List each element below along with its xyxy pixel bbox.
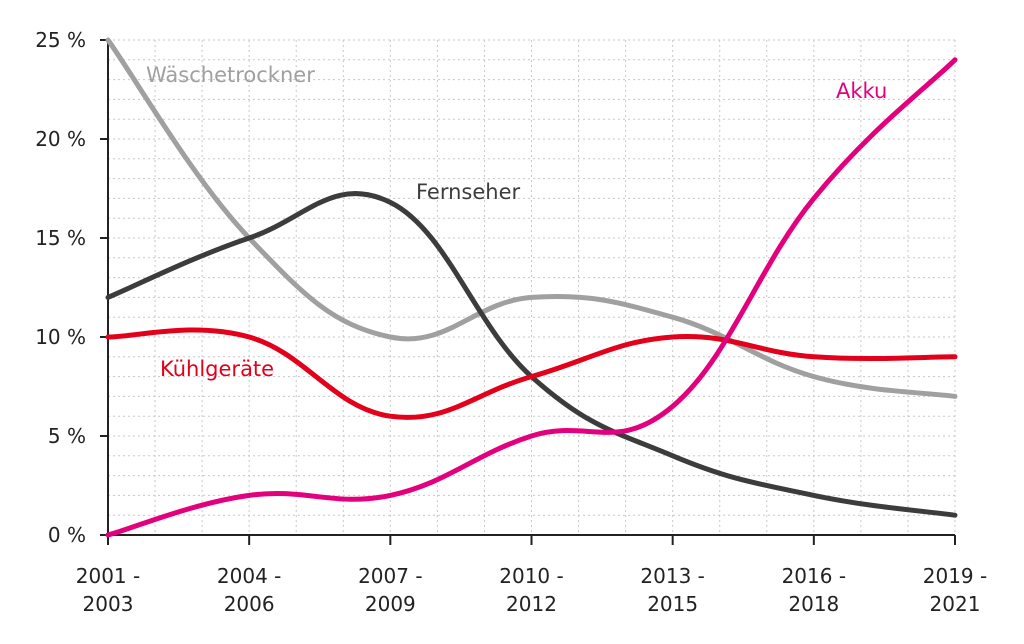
x-tick-label: 2007 -2009 xyxy=(358,564,422,616)
y-tick-label: 0 % xyxy=(48,523,86,547)
x-axis-ticks: 2001 -2003 2004 -2006 2007 -2009 2010 -2012… xyxy=(76,535,987,616)
y-tick-label: 20 % xyxy=(35,127,86,151)
x-tick-label: 2004 -2006 xyxy=(217,564,281,616)
x-tick-label: 2016 -2018 xyxy=(782,564,846,616)
series-line-w-schetrockner xyxy=(105,37,958,399)
grid xyxy=(108,39,956,535)
y-tick-label: 15 % xyxy=(35,226,86,250)
x-tick-label: 2001 -2003 xyxy=(76,564,140,616)
x-tick-label: 2013 -2015 xyxy=(640,564,704,616)
y-axis-ticks: 0 % 5 % 10 % 15 % 20 % 25 % xyxy=(35,28,108,547)
series-label-k-hlger-te: Kühlgeräte xyxy=(160,357,274,381)
series-labels: Wäschetrockner Fernseher Kühlgeräte Akku xyxy=(146,63,887,381)
y-tick-label: 5 % xyxy=(48,424,86,448)
series-label-w-schetrockner: Wäschetrockner xyxy=(146,63,315,87)
series-lines xyxy=(105,37,958,538)
x-tick-label: 2019 -2021 xyxy=(923,564,987,616)
y-tick-label: 10 % xyxy=(35,325,86,349)
series-line-fernseher xyxy=(105,191,958,518)
y-tick-label: 25 % xyxy=(35,28,86,52)
series-label-akku: Akku xyxy=(836,79,887,103)
series-label-fernseher: Fernseher xyxy=(416,180,521,204)
series-line-akku xyxy=(105,57,958,538)
x-tick-label: 2010 -2012 xyxy=(499,564,563,616)
